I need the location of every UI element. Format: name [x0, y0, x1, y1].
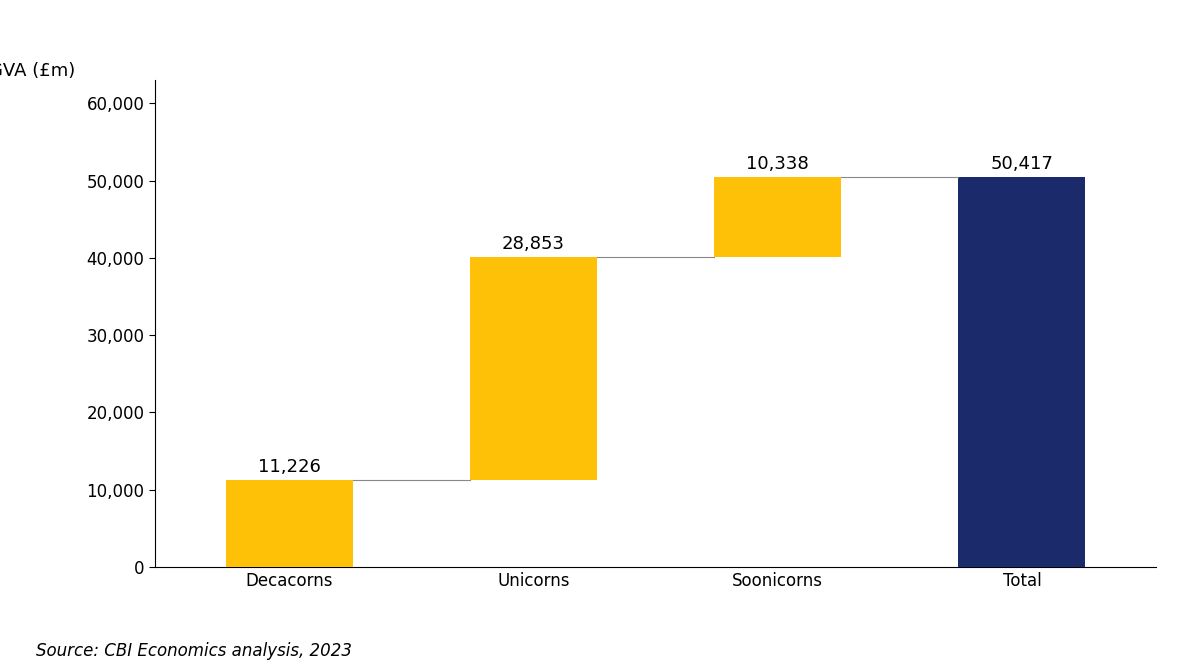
Text: 11,226: 11,226: [257, 458, 321, 476]
Text: 28,853: 28,853: [502, 235, 565, 253]
Bar: [225, 480, 353, 567]
Bar: [714, 177, 842, 257]
Text: 10,338: 10,338: [746, 155, 809, 173]
Bar: [958, 177, 1086, 567]
Y-axis label: GVA (£m): GVA (£m): [0, 62, 75, 80]
Text: 50,417: 50,417: [991, 155, 1054, 173]
Text: Source: CBI Economics analysis, 2023: Source: CBI Economics analysis, 2023: [36, 642, 352, 660]
Bar: [470, 257, 597, 480]
